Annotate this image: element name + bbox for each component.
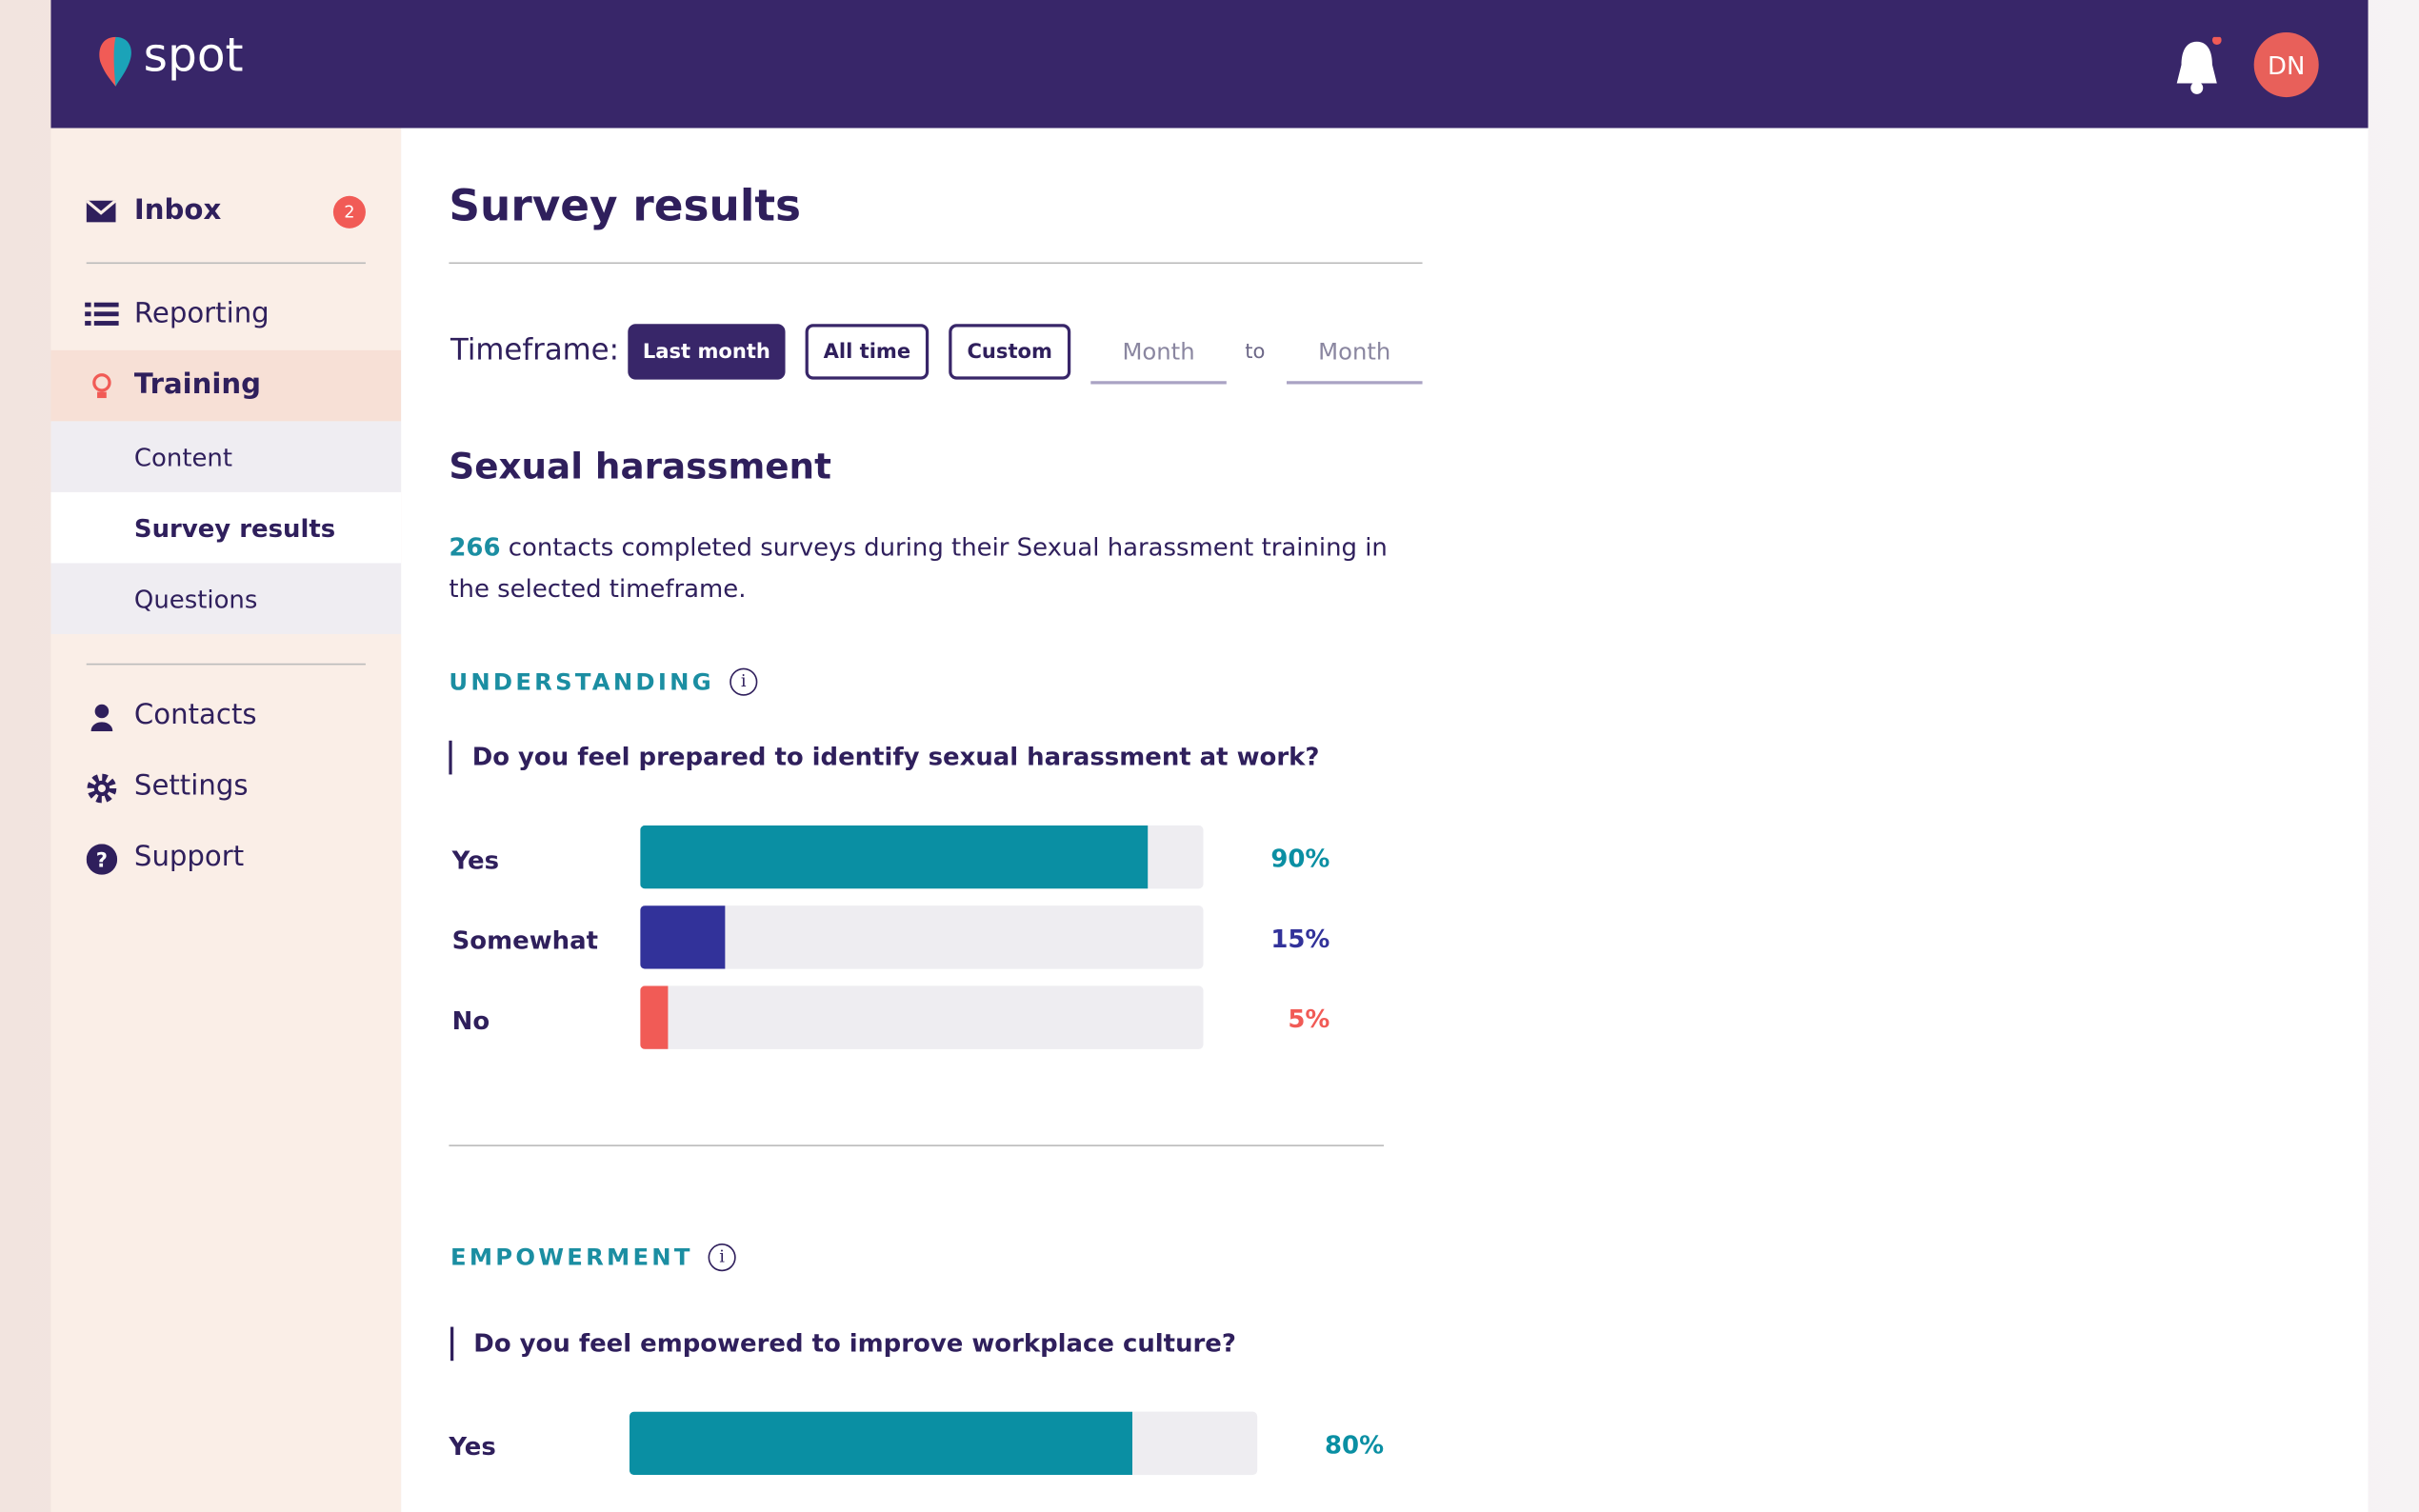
answer-value: 90% [1270,844,1330,874]
help-icon: ? [86,844,118,875]
category: UNDERSTANDING [449,667,714,696]
bar-track [640,985,1204,1049]
button[interactable]: Custom [949,324,1071,380]
section-title: Sexual harassment [449,447,831,488]
answer-label: No [451,1005,490,1036]
count: 266 [449,532,501,562]
answer-value: 15% [1270,924,1330,954]
nav-settings[interactable]: Settings [133,769,249,803]
mail-icon [86,200,117,223]
bulb-icon [92,373,111,399]
nav-inbox[interactable]: Inbox [133,194,222,228]
sidebar [50,128,402,1512]
page-title: Survey results [449,180,802,232]
logo-text: spot [143,29,244,84]
info-icon: i [730,667,758,696]
subnav-item[interactable]: Survey results [133,513,336,544]
question: Do you feel empowered to improve workpla… [450,1326,1236,1362]
bar [629,1411,1132,1476]
nav-contacts[interactable]: Contacts [133,699,257,732]
inbox-badge: 2 [332,195,366,229]
bar [640,985,669,1049]
category: EMPOWERMENT [450,1243,693,1272]
nav-training[interactable]: Training [133,368,262,402]
range-to: to [1245,341,1266,365]
summary: 266 contacts completed surveys during th… [449,527,1405,610]
subnav-item[interactable]: Questions [133,585,258,614]
answer-label: Yes [451,845,500,875]
button[interactable]: All time [805,324,930,380]
answer-value: 5% [1288,1004,1330,1034]
contact-icon [90,704,113,732]
subnav-selected-bg [50,491,402,564]
month-input[interactable]: Month [1090,338,1227,385]
answer-label: Somewhat [451,925,598,956]
logo-icon [99,36,131,87]
summary-text: contacts completed surveys during their … [449,532,1388,604]
nav-reporting[interactable]: Reporting [133,297,270,330]
subnav-item[interactable]: Content [133,443,233,472]
avatar[interactable]: DN [2253,32,2319,98]
answer-value: 80% [1325,1430,1385,1460]
bar-track [640,905,1204,969]
gear-icon [87,773,117,804]
answer-label: Yes [449,1431,496,1462]
question: Do you feel prepared to identify sexual … [449,740,1319,775]
bar [640,825,1148,889]
header [50,0,2369,129]
nav-support[interactable]: Support [133,841,245,874]
divider [86,262,366,265]
divider [86,663,366,666]
divider [449,1144,1385,1146]
bar-track [640,825,1204,889]
bar [640,905,725,969]
info-icon: i [708,1243,736,1272]
divider [449,262,1423,265]
button[interactable]: Last month [628,324,786,380]
list-icon [85,302,119,326]
timeframe-label: Timeframe: [450,333,619,368]
svg-text:?: ? [96,848,108,872]
bell-icon[interactable] [2172,36,2222,96]
bar-track [629,1411,1258,1476]
month-input[interactable]: Month [1286,338,1423,385]
